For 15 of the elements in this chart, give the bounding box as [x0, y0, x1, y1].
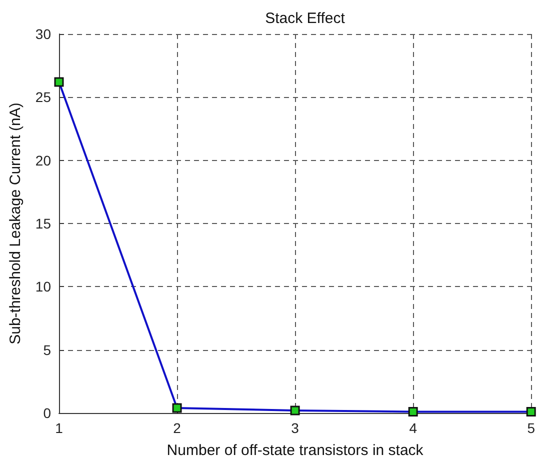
- y-axis-title: Sub-threshold Leakage Current (nA): [7, 102, 24, 344]
- y-tick-label: 30: [35, 26, 52, 42]
- x-tick-label: 1: [55, 420, 64, 436]
- x-tick-label: 4: [409, 420, 418, 436]
- y-tick-label: 15: [35, 216, 52, 232]
- y-tick-label: 20: [35, 152, 52, 168]
- x-tick-label: 2: [173, 420, 182, 436]
- y-tick-label: 0: [43, 405, 52, 421]
- x-tick-label: 5: [527, 420, 536, 436]
- chart-title: Stack Effect: [265, 10, 346, 27]
- x-tick-label: 3: [291, 420, 300, 436]
- y-tick-label: 5: [43, 342, 52, 358]
- x-axis-title: Number of off-state transistors in stack: [166, 442, 424, 459]
- y-tick-label: 25: [35, 89, 52, 106]
- y-tick-label: 10: [35, 278, 52, 295]
